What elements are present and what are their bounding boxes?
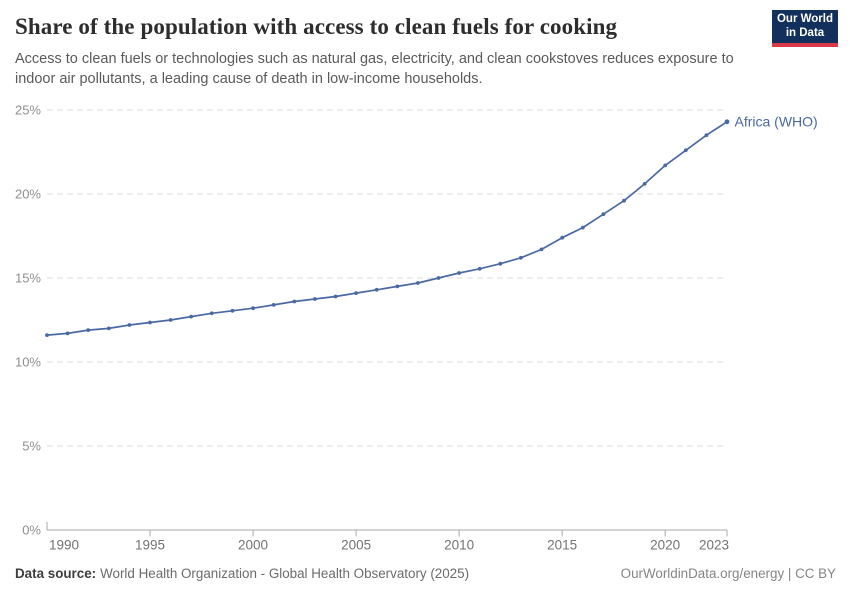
y-tick-label: 25%	[15, 103, 41, 118]
data-point	[209, 311, 214, 316]
data-point	[642, 182, 647, 186]
series-line	[46, 120, 728, 336]
data-point	[106, 326, 111, 331]
owid-logo: Our World in Data	[772, 10, 838, 47]
data-point	[189, 314, 194, 319]
data-point	[395, 284, 400, 289]
data-point	[477, 266, 482, 271]
data-point	[416, 281, 420, 285]
data-point	[580, 225, 585, 230]
data-source-note: Data source: World Health Organization - …	[15, 566, 469, 581]
data-point	[560, 235, 565, 240]
logo-line-2: in Data	[785, 26, 825, 39]
x-tick-label: 1990	[49, 538, 79, 553]
x-tick-label: 2010	[444, 538, 474, 553]
data-point	[683, 148, 688, 153]
credit-line: OurWorldinData.org/energy | CC BY	[620, 566, 836, 581]
data-point	[498, 261, 503, 266]
data-point	[251, 306, 256, 311]
data-point	[313, 297, 317, 301]
data-point	[436, 276, 441, 280]
data-point	[65, 331, 70, 336]
x-tick-label: 2020	[650, 538, 680, 553]
chart-subtitle: Access to clean fuels or technologies su…	[15, 51, 734, 87]
y-tick-label: 0%	[22, 523, 41, 538]
data-point	[601, 212, 606, 217]
x-tick-label: 2000	[238, 538, 268, 553]
data-point	[457, 271, 461, 275]
data-point	[271, 303, 276, 307]
y-tick-label: 15%	[15, 271, 41, 286]
data-point	[168, 318, 173, 322]
y-tick-label: 10%	[15, 355, 41, 370]
data-point	[374, 287, 379, 292]
data-source-text: World Health Organization - Global Healt…	[100, 566, 470, 581]
data-point	[292, 299, 297, 304]
page-title: Share of the population with access to c…	[15, 14, 618, 39]
data-point	[724, 119, 730, 125]
chart-footer: Data source: World Health Organization - …	[15, 566, 836, 581]
data-point	[45, 333, 49, 337]
data-point	[663, 163, 668, 168]
logo-line-1: Our World	[776, 13, 833, 25]
chart-header: Share of the population with access to c…	[15, 12, 760, 89]
data-point	[622, 198, 626, 203]
x-tick-label: 2015	[547, 538, 577, 553]
data-point	[539, 247, 544, 252]
data-point	[230, 308, 235, 313]
data-point	[127, 323, 132, 327]
series-end-label: Africa (WHO)	[735, 113, 818, 129]
data-point	[354, 291, 358, 295]
x-tick-label: 2005	[341, 538, 371, 553]
data-point	[333, 294, 338, 299]
x-tick-label: 1995	[135, 538, 165, 553]
data-point	[148, 320, 152, 325]
data-source-label: Data source:	[15, 566, 97, 581]
y-tick-label: 5%	[22, 439, 41, 454]
y-tick-label: 20%	[15, 187, 41, 202]
data-point	[519, 255, 523, 260]
x-tick-label: 2023	[699, 538, 729, 553]
data-point	[704, 133, 709, 138]
data-point	[86, 328, 91, 332]
